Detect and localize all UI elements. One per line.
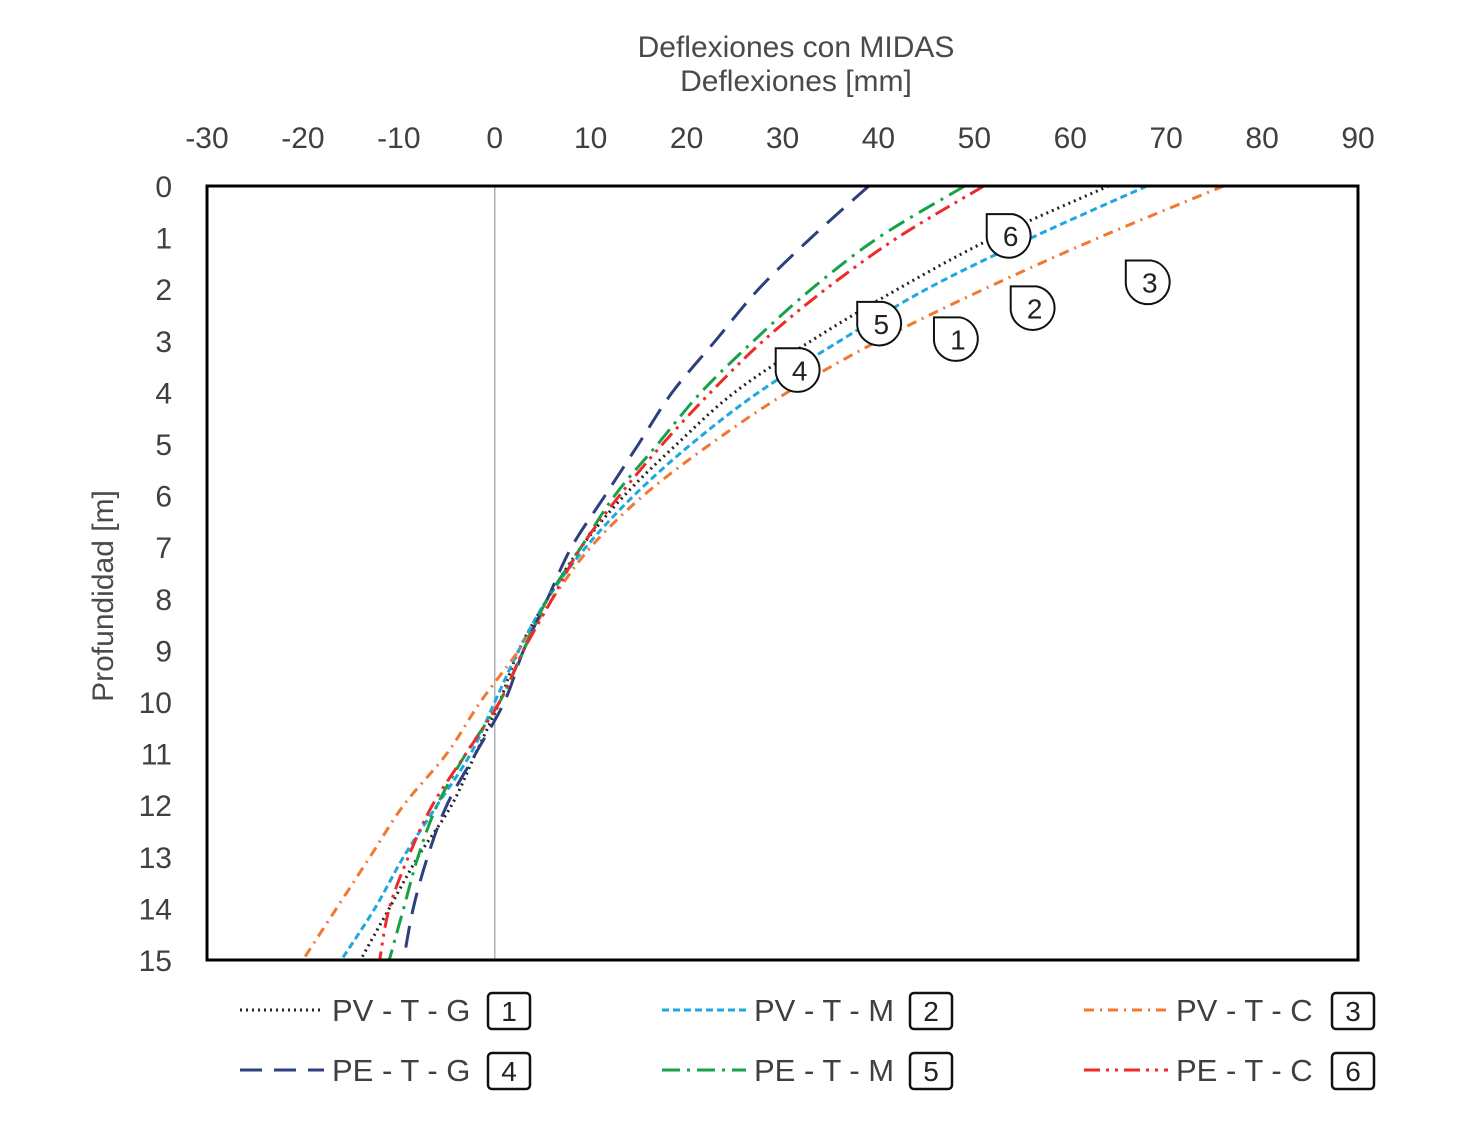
legend-number: 4 — [501, 1056, 517, 1087]
legend-number: 3 — [1345, 996, 1361, 1027]
y-tick-label: 3 — [155, 326, 172, 359]
legend-number: 5 — [923, 1056, 939, 1087]
callout-label: 1 — [950, 324, 966, 355]
series-line-3 — [301, 184, 1225, 961]
series-line-1 — [359, 184, 1110, 961]
legend-number-box — [1330, 1051, 1376, 1091]
x-tick-label: -10 — [377, 122, 420, 155]
x-tick-label: 60 — [1054, 122, 1087, 155]
y-tick-label: 1 — [155, 223, 172, 256]
legend-label: PE - T - M — [754, 1053, 894, 1088]
legend-item-6: PE - T - C 6 — [1084, 1051, 1376, 1091]
x-tick-label: 50 — [958, 122, 991, 155]
legend-label: PE - T - C — [1176, 1053, 1313, 1088]
y-tick-label: 10 — [139, 687, 172, 720]
legend-number-box — [486, 991, 532, 1031]
legend-number: 2 — [923, 996, 939, 1027]
y-tick-label: 14 — [139, 893, 172, 926]
y-tick-label: 4 — [155, 377, 172, 410]
plot-area-frame — [205, 184, 1360, 962]
callout-label: 2 — [1027, 293, 1043, 324]
x-tick-label: 10 — [574, 122, 607, 155]
y-tick-label: 5 — [155, 429, 172, 462]
series-callout-3: 3 — [1124, 259, 1171, 306]
x-tick-label: 20 — [670, 122, 703, 155]
x-tick-label: 80 — [1245, 122, 1278, 155]
callout-label: 6 — [1003, 221, 1019, 252]
y-tick-label: 11 — [141, 739, 172, 772]
legend-number: 1 — [501, 996, 517, 1027]
y-tick-label: 7 — [155, 532, 172, 565]
callout-label: 5 — [873, 309, 889, 340]
legend-number-box — [908, 991, 954, 1031]
y-tick-label: 13 — [139, 842, 172, 875]
legend-item-2: PV - T - M 2 — [662, 991, 954, 1031]
y-tick-label: 9 — [155, 635, 172, 668]
series-layer — [301, 184, 1225, 961]
x-axis-label: Deflexiones [mm] — [680, 65, 912, 98]
legend-item-3: PV - T - C 3 — [1084, 991, 1376, 1031]
legend-label: PE - T - G — [332, 1053, 470, 1088]
legend-number-box — [1330, 991, 1376, 1031]
series-line-5 — [387, 184, 966, 961]
y-tick-label: 15 — [139, 945, 172, 978]
legend-number: 6 — [1345, 1056, 1361, 1087]
legend: PV - T - G 1 PV - T - M 2 PV - T - C 3 PE - T … — [240, 991, 1376, 1091]
callout-label: 4 — [792, 355, 808, 386]
y-tick-label: 0 — [155, 171, 172, 204]
series-line-2 — [340, 184, 1148, 961]
chart-title: Deflexiones con MIDAS — [638, 31, 955, 64]
series-callout-5: 5 — [856, 300, 903, 347]
series-callout-2: 2 — [1009, 285, 1056, 331]
legend-item-1: PV - T - G 1 — [240, 991, 532, 1031]
y-tick-label: 8 — [155, 584, 172, 617]
x-tick-label: 70 — [1149, 122, 1182, 155]
y-tick-label: 6 — [155, 481, 172, 514]
x-tick-labels: -30 -20 -10 0 10 20 30 40 50 60 70 80 90 — [185, 122, 1374, 155]
x-tick-label: 40 — [862, 122, 895, 155]
callout-layer: 1 2 3 4 5 6 — [774, 213, 1171, 393]
series-line-4 — [402, 184, 870, 961]
y-axis-label: Profundidad [m] — [87, 490, 120, 702]
series-callout-6: 6 — [985, 213, 1032, 259]
callout-label: 3 — [1142, 268, 1158, 299]
legend-item-4: PE - T - G 4 — [240, 1051, 532, 1091]
x-tick-label: 0 — [486, 122, 503, 155]
legend-number-box — [486, 1051, 532, 1091]
y-tick-label: 12 — [139, 790, 172, 823]
legend-item-5: PE - T - M 5 — [662, 1051, 954, 1091]
y-tick-label: 2 — [155, 274, 172, 307]
legend-number-box — [908, 1051, 954, 1091]
series-line-6 — [378, 184, 985, 961]
legend-label: PV - T - M — [754, 993, 894, 1028]
x-tick-label: -20 — [281, 122, 324, 155]
series-callout-4: 4 — [774, 347, 821, 393]
series-callout-1: 1 — [932, 316, 979, 362]
x-tick-label: -30 — [185, 122, 228, 155]
legend-label: PV - T - C — [1176, 993, 1313, 1028]
x-tick-label: 30 — [766, 122, 799, 155]
legend-label: PV - T - G — [332, 993, 470, 1028]
x-tick-label: 90 — [1341, 122, 1374, 155]
